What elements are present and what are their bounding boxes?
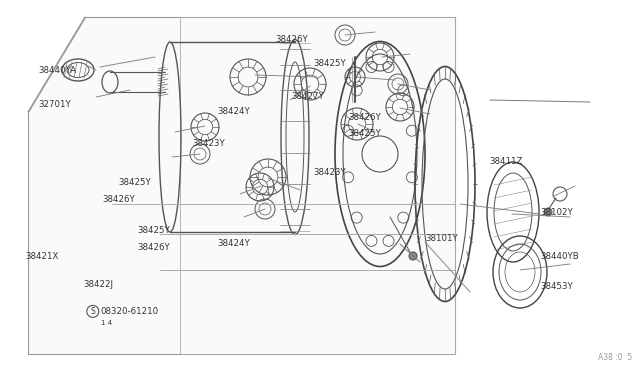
Text: 38427Y: 38427Y <box>291 92 324 101</box>
Text: A38 :0  5: A38 :0 5 <box>598 353 632 362</box>
Text: 38426Y: 38426Y <box>275 35 308 44</box>
Text: 38411Z: 38411Z <box>490 157 523 166</box>
Text: 38440YA: 38440YA <box>38 66 76 75</box>
Text: 38425Y: 38425Y <box>118 178 151 187</box>
Text: 38425Y: 38425Y <box>314 59 346 68</box>
Text: 38425Y: 38425Y <box>138 226 170 235</box>
Text: 38102Y: 38102Y <box>541 208 573 217</box>
Text: 38453Y: 38453Y <box>541 282 573 291</box>
Text: 32701Y: 32701Y <box>38 100 71 109</box>
Text: 08320-61210: 08320-61210 <box>101 307 159 316</box>
Text: 38424Y: 38424Y <box>218 107 250 116</box>
Text: 38426Y: 38426Y <box>138 243 170 252</box>
Circle shape <box>409 252 417 260</box>
Polygon shape <box>28 17 455 354</box>
Text: 38440YB: 38440YB <box>541 252 580 261</box>
Circle shape <box>544 208 552 216</box>
Text: 38422J: 38422J <box>83 280 113 289</box>
Text: 38426Y: 38426Y <box>102 195 135 203</box>
Text: 1 4: 1 4 <box>101 320 112 326</box>
Text: 38424Y: 38424Y <box>218 239 250 248</box>
Text: 38426Y: 38426Y <box>349 113 381 122</box>
Text: S: S <box>90 307 95 316</box>
Text: 38425Y: 38425Y <box>349 129 381 138</box>
Text: 38423Y: 38423Y <box>192 139 225 148</box>
Text: 38423Y: 38423Y <box>314 169 346 177</box>
Text: 38101Y: 38101Y <box>426 234 458 243</box>
Text: 38421X: 38421X <box>26 252 59 261</box>
